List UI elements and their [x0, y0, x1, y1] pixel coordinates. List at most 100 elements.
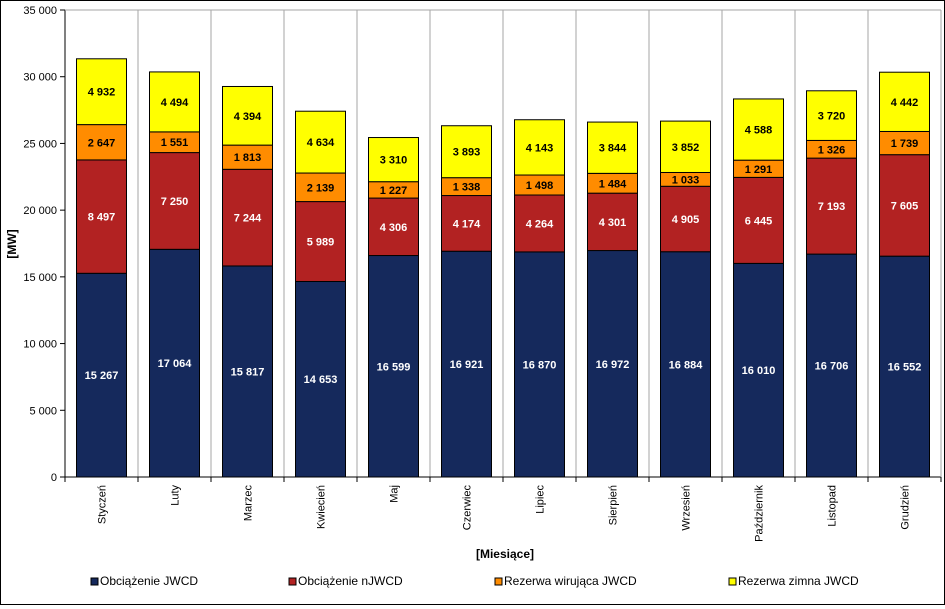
- bar-segment: [441, 250, 492, 478]
- data-label: 1 291: [745, 164, 773, 176]
- data-label: 6 445: [745, 215, 773, 227]
- data-label: 16 921: [450, 359, 484, 371]
- legend-swatch: [494, 577, 503, 586]
- x-tick-label: Wrzesień: [681, 485, 693, 531]
- y-tick-label: 35 000: [23, 5, 57, 17]
- x-tick-label: Listopad: [827, 485, 839, 527]
- legend-swatch: [90, 577, 99, 586]
- data-label: 4 442: [891, 97, 919, 109]
- bar-segment: [806, 90, 857, 141]
- bar-segment: [733, 262, 784, 478]
- y-tick-label: 25 000: [23, 138, 57, 150]
- data-label: 5 989: [307, 237, 335, 249]
- data-label: 16 599: [377, 361, 411, 373]
- bar-segment: [514, 194, 565, 253]
- bar-segment: [149, 71, 200, 133]
- data-label: 16 884: [669, 359, 704, 371]
- data-label: 4 634: [307, 137, 335, 149]
- x-tick-label: Lipiec: [535, 485, 547, 514]
- data-label: 16 552: [888, 362, 922, 374]
- bar-segment: [733, 98, 784, 161]
- bar-segment: [368, 137, 419, 183]
- data-label: 3 844: [599, 143, 627, 155]
- bar-segment: [76, 58, 127, 126]
- data-label: 3 893: [453, 147, 481, 159]
- bar-segment: [222, 85, 273, 146]
- bar-segment: [295, 280, 346, 478]
- legend-label: Obciążenie nJWCD: [298, 574, 403, 588]
- data-label: 16 706: [815, 361, 849, 373]
- data-label: 4 394: [234, 111, 262, 123]
- data-label: 3 310: [380, 155, 408, 167]
- data-label: 1 484: [599, 178, 627, 190]
- bar-segment: [806, 157, 857, 255]
- legend-label: Rezerwa wirująca JWCD: [504, 574, 637, 588]
- bar-segment: [368, 197, 419, 257]
- data-label: 1 326: [818, 144, 846, 156]
- data-label: 7 250: [161, 196, 189, 208]
- data-label: 4 588: [745, 125, 773, 137]
- data-label: 17 064: [158, 358, 193, 370]
- data-label: 3 720: [818, 111, 846, 123]
- x-tick-label: Maj: [389, 485, 401, 503]
- data-label: 2 647: [88, 137, 116, 149]
- x-tick-labels: Styczeń Luty Marzec Kwiecień Maj Czerwiec Lipi…: [97, 485, 912, 542]
- bar-segment: [514, 119, 565, 176]
- legend-swatch: [288, 577, 297, 586]
- bar-segment: [587, 192, 638, 252]
- y-tick-label: 15 000: [23, 272, 57, 284]
- data-label: 4 905: [672, 214, 700, 226]
- data-label: 3 852: [672, 142, 700, 154]
- y-tick-label: 20 000: [23, 205, 57, 217]
- x-tick-label: Styczeń: [97, 485, 109, 524]
- bar-segment: [76, 272, 127, 478]
- data-label: 16 972: [596, 359, 630, 371]
- bar-segment: [879, 71, 930, 132]
- data-label: 1 498: [526, 180, 554, 192]
- bar-segment: [514, 251, 565, 478]
- bar-segment: [879, 154, 930, 257]
- data-label: 16 010: [742, 365, 776, 377]
- y-tick-labels: 0 5 000 10 000 15 000 20 000 25 000 30 000 35 0…: [23, 5, 57, 484]
- data-label: 16 870: [523, 359, 557, 371]
- data-label: 1 813: [234, 152, 262, 164]
- x-tick-label: Luty: [170, 485, 182, 506]
- y-tick-label: 30 000: [23, 72, 57, 84]
- bar-segment: [660, 185, 711, 253]
- y-tick-label: 5 000: [29, 405, 57, 417]
- data-label: 1 338: [453, 182, 481, 194]
- data-label: 4 143: [526, 142, 554, 154]
- data-label: 4 494: [161, 97, 189, 109]
- data-label: 8 497: [88, 212, 116, 224]
- x-tick-label: Kwiecień: [316, 485, 328, 529]
- x-tick-label: Czerwiec: [462, 485, 474, 531]
- data-label: 15 267: [85, 370, 119, 382]
- data-label: 4 306: [380, 222, 408, 234]
- bar-segment: [441, 125, 492, 179]
- data-label: 7 244: [234, 213, 262, 225]
- legend-swatch: [728, 577, 737, 586]
- data-label: 14 653: [304, 374, 338, 386]
- bar-segment: [76, 124, 127, 161]
- bar-segment: [660, 251, 711, 478]
- bar-segment: [733, 176, 784, 264]
- x-tick-label: Marzec: [243, 485, 255, 522]
- bar-segment: [295, 172, 346, 203]
- x-tick-label: Sierpień: [608, 485, 620, 525]
- bar-segment: [149, 152, 200, 250]
- legend: Obciążenie JWCD Obciążenie nJWCD Rezerwa w…: [90, 574, 859, 588]
- data-label: 7 605: [891, 200, 919, 212]
- bar-segment: [222, 144, 273, 170]
- data-label: 1 739: [891, 138, 919, 150]
- y-tick-label: 10 000: [23, 339, 57, 351]
- bar-segment: [222, 265, 273, 478]
- data-label: 1 033: [672, 174, 700, 186]
- axes-group: [60, 9, 942, 482]
- bar-segment: [149, 248, 200, 478]
- category-gridlines: [137, 10, 869, 477]
- y-axis-label: [MW]: [5, 229, 19, 258]
- bar-segment: [660, 120, 711, 173]
- data-labels-group: 15 267 8 497 2 647 4 932 17 064 7 250 1 551 4 4…: [85, 87, 922, 387]
